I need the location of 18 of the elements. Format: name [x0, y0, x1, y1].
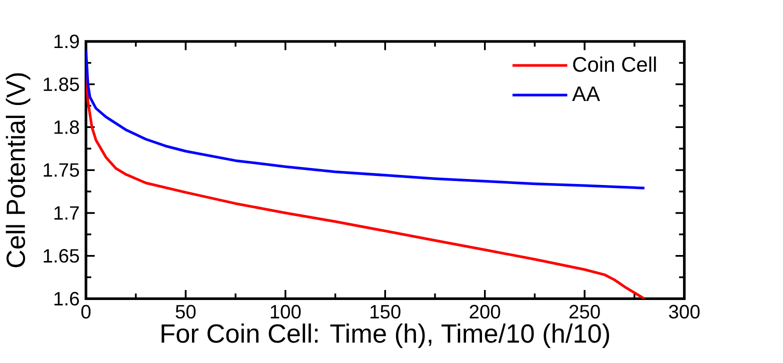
legend-label: AA: [572, 86, 600, 101]
y-tick-label: 1.85: [44, 77, 79, 91]
x-tick-label: 200: [470, 304, 500, 318]
x-tick-label: 100: [270, 304, 301, 318]
x-tick-label: 0: [81, 304, 91, 318]
y-tick-label: 1.6: [54, 292, 79, 306]
y-tick-label: 1.9: [54, 34, 79, 48]
y-tick-label: 1.65: [44, 248, 79, 262]
y-tick-label: 1.8: [54, 120, 79, 134]
x-axis-title: For Coin Cell: Time (h), Time/10 (h/10): [162, 323, 610, 348]
y-tick-label: 1.75: [44, 163, 79, 177]
x-tick-label: 300: [669, 304, 700, 318]
x-tick-label: 50: [176, 304, 196, 318]
x-tick-label: 150: [370, 304, 400, 318]
x-tick-label: 250: [570, 304, 600, 318]
y-axis-title: Cell Potential (V): [6, 73, 30, 267]
y-tick-label: 1.7: [54, 206, 79, 220]
legend-label: Coin Cell: [573, 56, 656, 72]
